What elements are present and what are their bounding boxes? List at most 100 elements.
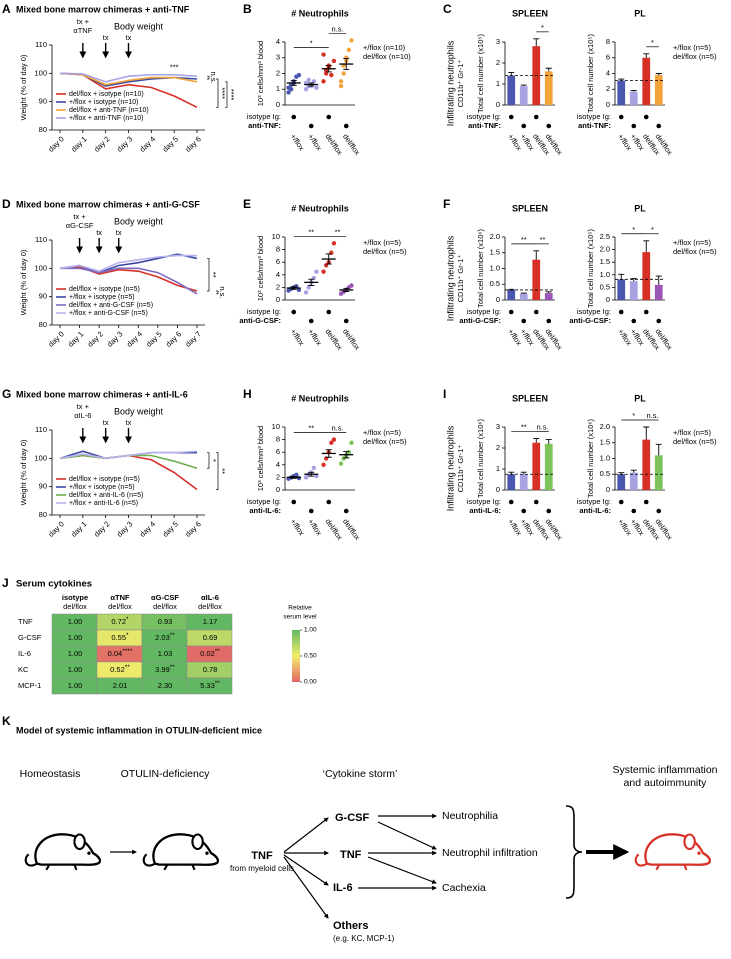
y-tick-label: 1.0 <box>600 270 610 279</box>
cell-value: 0.78 <box>203 665 218 674</box>
sig-label: **** <box>227 89 236 101</box>
cell-text: 2.03** <box>155 632 175 642</box>
y-axis-label: Total cell number (x10⁶) <box>476 229 485 308</box>
note: +/flox (n=5) <box>363 238 401 247</box>
bar <box>654 284 663 300</box>
y-tick-label: 0.5 <box>600 469 610 478</box>
chart-title: SPLEEN <box>512 8 548 18</box>
sig-label: ** <box>308 227 314 236</box>
note: del/flox (n=5) <box>673 247 717 256</box>
stage-label: OTULIN-deficiency <box>121 768 210 780</box>
y-tick-label: 0 <box>496 295 500 304</box>
y-tick-label: 2 <box>276 472 280 481</box>
sig-label: * <box>541 23 544 32</box>
x-tick-label: +/flox <box>306 327 324 347</box>
y-tick-label: 100 <box>34 263 47 272</box>
treatment-dot <box>618 114 624 120</box>
x-tick-label: day 0 <box>46 329 65 348</box>
data-point <box>296 287 302 293</box>
column-header: αIL-6 <box>201 593 219 602</box>
cell-text: 1.00 <box>68 649 83 658</box>
chart-title: # Neutrophils <box>291 203 349 213</box>
y-tick-label: 1 <box>496 464 500 473</box>
treatment-dot <box>291 309 297 315</box>
cell-text: 0.52** <box>110 664 130 674</box>
y-tick-label: 4 <box>276 460 280 469</box>
error-bar <box>643 53 650 58</box>
error-bar <box>325 449 332 458</box>
arrow-label: tx <box>116 228 122 237</box>
y-axis-label: Total cell number (x10⁶) <box>476 419 485 498</box>
x-tick-label: day 5 <box>161 519 180 538</box>
legend-label: +/flox + isotype (n=5) <box>69 294 135 301</box>
y-tick-label: 0 <box>276 295 280 304</box>
panel-heading: Mixed bone marrow chimeras + anti-IL-6 <box>16 389 188 399</box>
y-tick-label: 0 <box>606 485 610 494</box>
treatment-label: isotype Ig: <box>247 307 281 316</box>
treatment-dot <box>643 499 649 505</box>
sig-label: n.s. <box>646 411 658 420</box>
data-point <box>329 440 334 445</box>
x-tick-label: day 3 <box>115 134 134 153</box>
side-label: Infiltrating neutrophils <box>445 40 455 126</box>
cell-significance: ** <box>125 664 131 671</box>
error-bar <box>290 80 297 86</box>
cell-value: 0.52 <box>110 665 125 674</box>
sig-label: ** <box>335 227 341 236</box>
side-label: Infiltrating neutrophils <box>445 425 455 511</box>
data-point <box>306 77 311 83</box>
legend-label: +/flox + anti-G-CSF (n=5) <box>69 310 148 317</box>
cell-significance: ** <box>215 680 221 687</box>
cell-value: 1.00 <box>68 649 83 658</box>
data-point <box>338 461 344 466</box>
cell-value: 1.00 <box>68 617 83 626</box>
sig-bracket <box>216 78 219 108</box>
bar <box>654 75 663 105</box>
data-point <box>341 71 346 76</box>
treatment-dot <box>533 114 539 120</box>
error-bar <box>655 73 662 76</box>
scale-tick-label: 0.00 <box>304 679 317 686</box>
cell-value: 1.17 <box>203 617 218 626</box>
error-bar <box>520 292 527 294</box>
treatment-dot <box>656 318 662 324</box>
data-point <box>331 241 337 246</box>
treatment-dot <box>521 318 527 324</box>
x-tick-label: +/flox <box>306 132 324 152</box>
panel-letter: F <box>443 197 450 211</box>
note: del/flox (n=10) <box>363 52 411 61</box>
cell-text: 3.99** <box>155 664 175 674</box>
sig-label: * <box>632 225 635 234</box>
scale-tick-label: 1.00 <box>304 627 317 634</box>
arrow-label: tx <box>126 33 132 42</box>
arrow-label: tx <box>126 418 132 427</box>
error-bar <box>520 84 527 87</box>
column-header: del/flox <box>108 602 132 611</box>
y-tick-label: 2 <box>276 68 280 77</box>
chart-title: PL <box>634 393 646 403</box>
x-tick-label: del/flox <box>341 517 362 542</box>
x-tick-label: day 7 <box>183 329 202 348</box>
legend-label: del/flox + anti-TNF (n=10) <box>69 107 149 114</box>
panel-letter: G <box>2 387 11 401</box>
error-bar <box>533 250 540 260</box>
error-bar <box>545 291 552 294</box>
error-bar <box>508 72 515 76</box>
cell-value: 2.30 <box>158 681 173 690</box>
x-tick-label: +/flox <box>288 517 306 537</box>
treatment-label: isotype Ig: <box>577 497 611 506</box>
sig-label: * <box>209 459 218 462</box>
sig-bracket <box>225 81 228 108</box>
mouse-icon <box>24 833 102 871</box>
cell-significance: **** <box>122 648 133 655</box>
series-line <box>59 450 198 460</box>
y-tick-label: 0.5 <box>600 282 610 291</box>
treatment-dot <box>308 123 314 129</box>
panel-letter: I <box>443 387 446 401</box>
y-axis-label: Total cell number (x10⁵) <box>586 229 595 308</box>
treatment-dot <box>656 123 662 129</box>
data-point <box>349 38 354 43</box>
sig-bracket <box>216 290 219 295</box>
note: del/flox (n=5) <box>363 247 407 256</box>
bar <box>519 86 528 105</box>
